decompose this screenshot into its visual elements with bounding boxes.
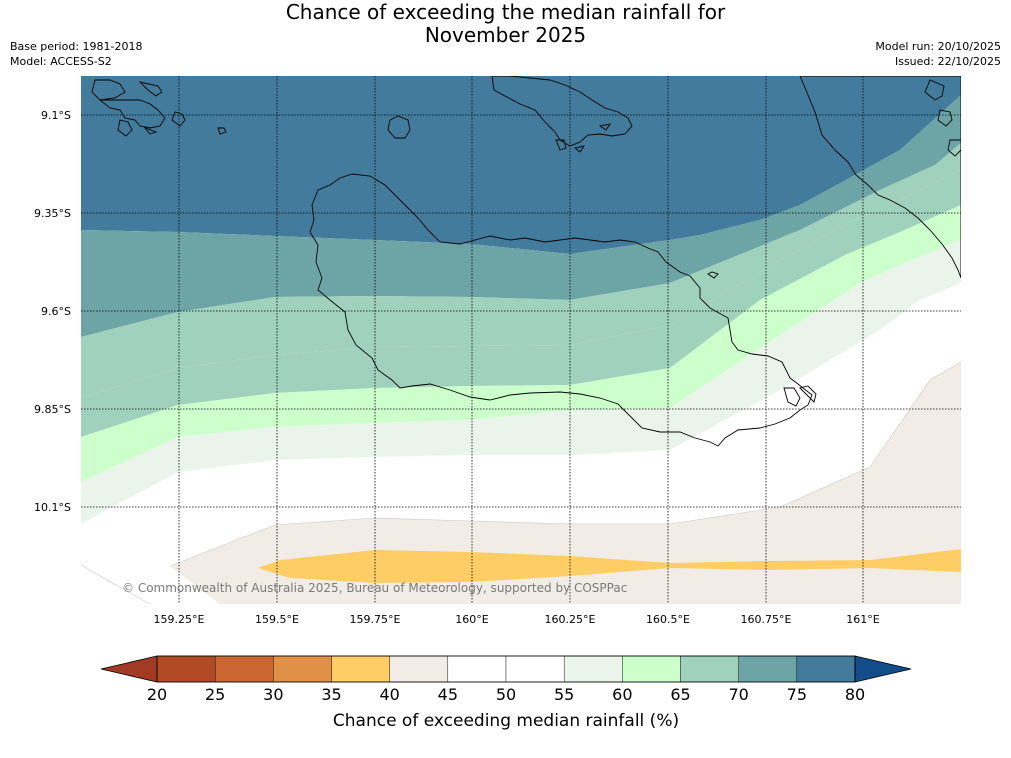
band-35-40 <box>258 549 961 583</box>
model-run-text: Model run: 20/10/2025 <box>875 40 1001 53</box>
colorbar-tick-label: 45 <box>438 685 458 704</box>
colorbar-tick-label: 75 <box>787 685 807 704</box>
lon-label-5: 160.25°E <box>545 613 596 626</box>
base-period-text: Base period: 1981-2018 <box>10 40 143 53</box>
colorbar-under-triangle <box>100 655 158 683</box>
colorbar-tick-label: 55 <box>554 685 574 704</box>
issued-text: Issued: 22/10/2025 <box>894 55 1001 68</box>
lat-label-2: 9.35°S <box>34 207 71 220</box>
model-text: Model: ACCESS-S2 <box>10 55 112 68</box>
lat-label-5: 10.1°S <box>34 501 71 514</box>
colorbar-tick-label: 30 <box>263 685 283 704</box>
colorbar-segment <box>447 655 507 683</box>
florida-islands-coastline <box>491 76 633 147</box>
colorbar: 20 25 30 35 40 45 50 55 60 65 70 75 80 Chance of exc… <box>100 655 912 731</box>
malaita-coastline <box>799 76 961 279</box>
colorbar-segment <box>738 655 798 683</box>
colorbar-segment <box>273 655 332 683</box>
savo-island-coastline <box>387 115 411 139</box>
band-40-45 <box>170 362 961 604</box>
colorbar-segment <box>331 655 390 683</box>
colorbar-segment <box>680 655 739 683</box>
colorbar-segment <box>622 655 681 683</box>
colorbar-segments <box>156 655 856 683</box>
coastlines <box>91 76 961 447</box>
guadalcanal-coastline <box>309 173 813 447</box>
colorbar-tick-label: 50 <box>496 685 516 704</box>
lon-label-8: 161°E <box>846 613 879 626</box>
colorbar-outline <box>156 655 856 683</box>
colorbar-title: Chance of exceeding median rainfall (%) <box>333 711 679 731</box>
colorbar-segment <box>563 655 623 683</box>
lon-label-1: 159.25°E <box>154 613 205 626</box>
colorbar-segment <box>214 655 274 683</box>
florida-islets-coastline <box>555 123 611 153</box>
colorbar-segment <box>156 655 216 683</box>
lon-label-7: 160.75°E <box>741 613 792 626</box>
colorbar-tick-labels: 20 25 30 35 40 45 50 55 60 65 70 75 80 <box>147 685 865 704</box>
band-75-80 <box>81 76 961 254</box>
contour-lines <box>81 361 961 604</box>
colorbar-segment <box>389 655 449 683</box>
graticule <box>81 76 961 604</box>
colorbar-tick-label: 60 <box>612 685 632 704</box>
band-55-60 <box>81 240 961 524</box>
lat-label-1: 9.1°S <box>41 109 71 122</box>
malaita-islets-coastline <box>707 79 961 407</box>
band-65-70 <box>81 143 961 398</box>
band-60-65 <box>81 170 961 437</box>
colorbar-tick-label: 20 <box>147 685 167 704</box>
lat-label-4: 9.85°S <box>34 403 71 416</box>
colorbar-tick-label: 70 <box>728 685 748 704</box>
lon-label-3: 159.75°E <box>350 613 401 626</box>
band-70-75 <box>81 95 961 337</box>
colorbar-tick-label: 40 <box>379 685 399 704</box>
map-area: © Commonwealth of Australia 2025, Bureau… <box>81 76 961 604</box>
map-title-line2: November 2025 <box>424 23 587 47</box>
band-60 <box>81 205 961 482</box>
longitude-labels: 159.25°E 159.5°E 159.75°E 160°E 160.25°E… <box>154 613 880 626</box>
russell-islands-coastline <box>91 79 227 137</box>
lon-label-2: 159.5°E <box>255 613 299 626</box>
map-title-line1: Chance of exceeding the median rainfall … <box>285 0 726 24</box>
lon-label-6: 160.5°E <box>646 613 690 626</box>
colorbar-over-triangle <box>854 655 912 683</box>
latitude-labels: 9.1°S 9.35°S 9.6°S 9.85°S 10.1°S <box>34 109 71 514</box>
colorbar-segment <box>505 655 565 683</box>
colorbar-tick-label: 80 <box>845 685 865 704</box>
colorbar-segment <box>796 655 856 683</box>
colorbar-tick-label: 25 <box>205 685 225 704</box>
colorbar-tick-label: 65 <box>670 685 690 704</box>
lon-label-4: 160°E <box>455 613 488 626</box>
lat-label-3: 9.6°S <box>41 305 71 318</box>
copyright-notice: © Commonwealth of Australia 2025, Bureau… <box>122 581 627 595</box>
colorbar-tick-label: 35 <box>321 685 341 704</box>
